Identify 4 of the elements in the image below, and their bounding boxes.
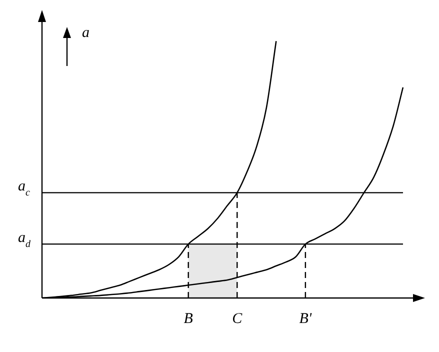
x-tick-label: C xyxy=(232,310,244,327)
y-axis-title: a xyxy=(82,24,90,41)
x-tick-label: B' xyxy=(299,310,312,327)
x-tick-label: B xyxy=(184,310,193,327)
